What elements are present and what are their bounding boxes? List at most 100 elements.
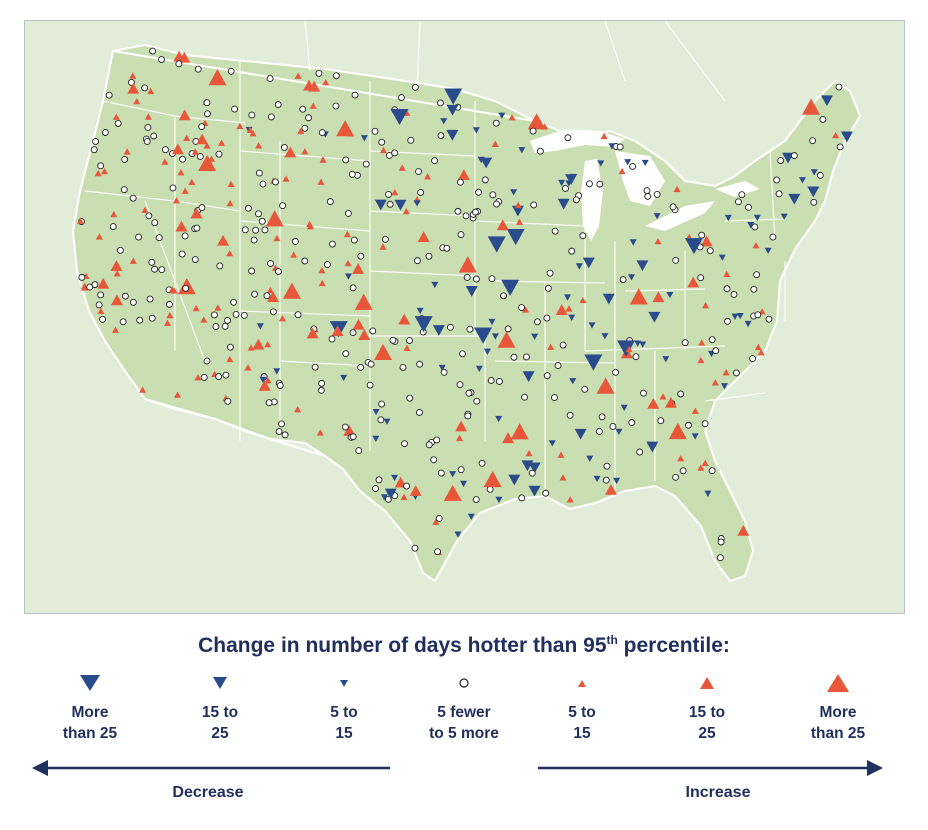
station-no-change (344, 209, 352, 217)
station-increase (700, 235, 713, 247)
station-increase (316, 429, 324, 436)
station-no-change (299, 105, 307, 113)
station-no-change (436, 99, 444, 107)
station-no-change (777, 157, 785, 165)
station-decrease (256, 323, 264, 330)
station-no-change (158, 56, 165, 64)
station-no-change (252, 226, 260, 234)
station-no-change (350, 236, 358, 244)
station-no-change (318, 379, 326, 387)
station-no-change (530, 201, 538, 209)
station-decrease (788, 193, 801, 205)
station-increase (258, 379, 271, 391)
station-no-change (643, 187, 651, 195)
station-no-change (489, 191, 497, 199)
station-increase (677, 455, 685, 462)
station-increase (391, 189, 399, 196)
station-increase (144, 113, 152, 120)
station-increase (664, 396, 677, 408)
station-no-change (144, 123, 152, 131)
station-increase (306, 327, 319, 339)
legend-item-increase-medium: 15 to 25 (647, 668, 767, 744)
station-no-change (146, 295, 154, 303)
station-decrease (634, 340, 642, 347)
station-no-change (536, 147, 544, 155)
station-decrease (390, 108, 409, 126)
station-no-change (500, 292, 507, 300)
station-no-change (349, 329, 357, 337)
station-decrease (498, 112, 506, 119)
legend-item-decrease-medium: 15 to 25 (160, 668, 280, 744)
station-increase (497, 331, 516, 348)
station-increase (133, 97, 141, 105)
station-no-change (203, 357, 211, 365)
station-increase (203, 142, 211, 149)
station-no-change (417, 189, 425, 196)
station-no-change (181, 232, 189, 240)
station-increase (547, 343, 555, 350)
station-increase (346, 130, 354, 137)
increase-arrow-icon (538, 760, 883, 776)
station-increase (249, 130, 257, 137)
station-no-change (518, 494, 526, 502)
station-no-change (603, 462, 611, 470)
station-no-change (215, 150, 223, 158)
station-increase (266, 286, 274, 294)
station-increase (555, 304, 568, 315)
station-no-change (632, 353, 640, 361)
station-increase (227, 180, 235, 188)
station-no-change (550, 394, 558, 402)
station-increase (309, 102, 317, 109)
station-decrease (602, 293, 615, 305)
station-no-change (148, 314, 156, 322)
up-triangle-medium-icon (700, 677, 714, 689)
station-no-change (586, 180, 593, 188)
station-increase (652, 291, 665, 303)
station-no-change (456, 178, 464, 186)
station-decrease (483, 348, 491, 355)
station-no-change (194, 65, 202, 73)
station-no-change (328, 240, 336, 248)
station-increase (352, 263, 365, 274)
station-increase (194, 374, 202, 381)
station-no-change (462, 212, 470, 220)
station-no-change (657, 417, 665, 425)
station-increase (527, 113, 546, 130)
station-increase (208, 69, 227, 86)
station-no-change (389, 336, 397, 344)
station-no-change (487, 377, 495, 384)
station-no-change (105, 91, 113, 99)
station-decrease (465, 285, 478, 297)
station-increase (697, 464, 705, 471)
station-no-change (216, 262, 224, 270)
station-decrease (413, 200, 421, 207)
station-decrease (586, 455, 594, 462)
station-decrease (273, 368, 281, 375)
station-increase (458, 256, 477, 273)
station-increase (76, 217, 84, 224)
station-no-change (200, 374, 208, 381)
station-increase (559, 474, 567, 481)
station-no-change (708, 336, 716, 344)
station-increase (226, 199, 234, 207)
station-decrease (613, 477, 621, 484)
station-no-change (457, 231, 465, 239)
station-increase (294, 72, 302, 79)
station-increase (183, 134, 191, 141)
station-decrease (597, 160, 605, 167)
station-increase (343, 230, 351, 238)
station-no-change (708, 467, 716, 475)
station-no-change (143, 137, 151, 145)
station-no-change (596, 180, 604, 188)
station-decrease (736, 312, 744, 320)
station-increase (757, 349, 765, 356)
down-triangle-large-icon (80, 675, 100, 691)
down-triangle-small-icon (340, 680, 348, 687)
station-no-change (318, 129, 326, 137)
station-no-change (543, 372, 551, 380)
station-no-change (367, 360, 375, 368)
station-decrease (472, 127, 480, 134)
station-no-change (701, 420, 709, 428)
station-decrease (568, 314, 576, 321)
station-increase (515, 218, 523, 225)
